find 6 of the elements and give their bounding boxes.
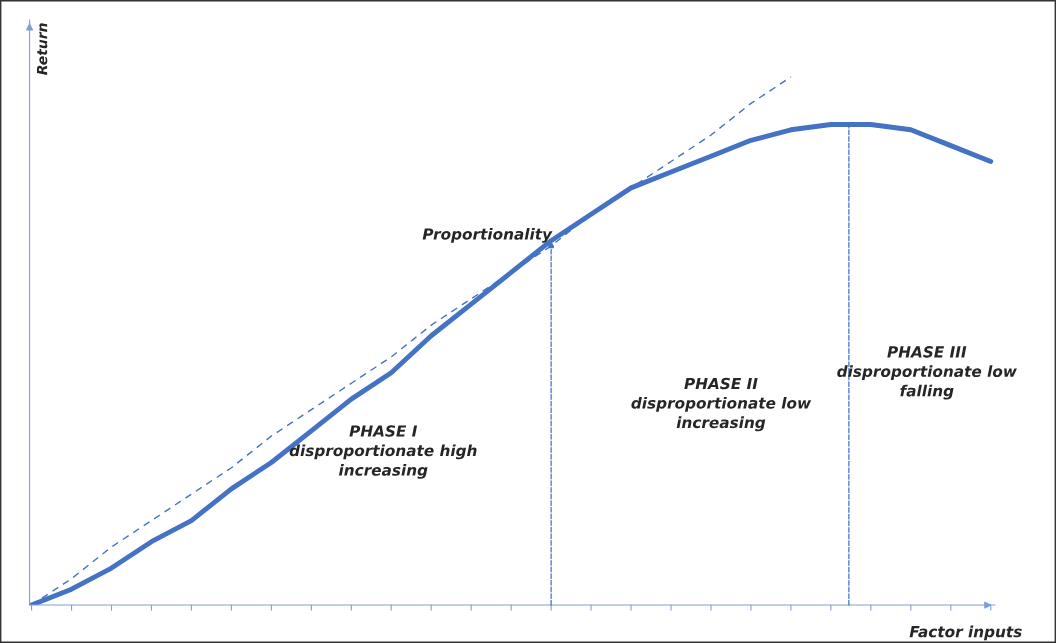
- annotation: Proportionality: [422, 227, 553, 243]
- x-axis-title: Factor inputs: [909, 625, 1022, 641]
- annotation: PHASE III disproportionate low falling: [837, 346, 1017, 400]
- annotation: PHASE I disproportionate high increasing: [289, 425, 477, 479]
- y-axis-title: Return: [37, 23, 48, 75]
- annotation: PHASE II disproportionate low increasing: [631, 377, 812, 432]
